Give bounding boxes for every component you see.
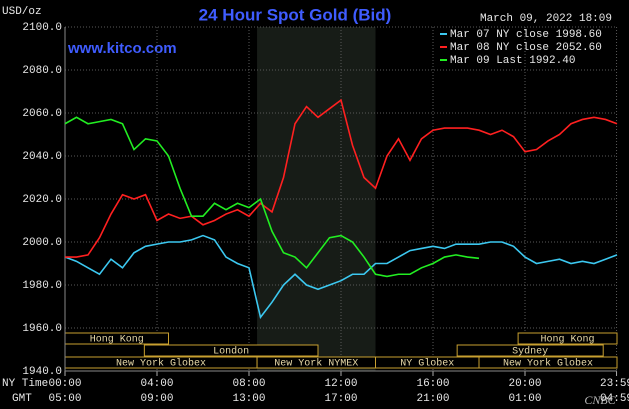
session-box — [456, 344, 604, 357]
x2-tick-label: 21:00 — [416, 393, 449, 405]
y-tick-label: 2100.0 — [22, 22, 62, 34]
x2-axis-label: GMT — [12, 393, 32, 405]
legend-label: Mar 09 Last 1992.40 — [450, 55, 575, 67]
y-tick-label: 1960.0 — [22, 323, 62, 335]
y-tick-label: 2020.0 — [22, 194, 62, 206]
y-axis-label: USD/oz — [2, 6, 42, 18]
x-tick-label: 23:59 — [600, 378, 629, 390]
session-label: London — [213, 346, 249, 358]
x-tick-label: 04:00 — [140, 378, 173, 390]
chart-title: 24 Hour Spot Gold (Bid) — [199, 5, 392, 24]
y-tick-label: 2000.0 — [22, 237, 62, 249]
y-tick-label: 2040.0 — [22, 151, 62, 163]
y-tick-label: 2080.0 — [22, 65, 62, 77]
y-tick-label: 1940.0 — [22, 366, 62, 378]
x-tick-label: 08:00 — [232, 378, 265, 390]
x-tick-label: 12:00 — [324, 378, 357, 390]
series-line — [64, 234, 618, 320]
x-tick-label: 16:00 — [416, 378, 449, 390]
x2-tick-label: 17:00 — [324, 393, 357, 405]
watermark: CNBC — [584, 393, 616, 407]
session-label: Sydney — [512, 346, 548, 358]
session-label: New York Globex — [116, 358, 206, 370]
x2-tick-label: 04:59 — [600, 393, 629, 405]
x2-tick-label: 01:00 — [508, 393, 541, 405]
timestamp: March 09, 2022 18:09 — [480, 13, 612, 25]
x2-tick-label: 05:00 — [48, 393, 81, 405]
session-box — [143, 344, 319, 357]
session-box — [517, 332, 618, 345]
legend-label: Mar 07 NY close 1998.60 — [450, 29, 602, 41]
session-label: New York Globex — [503, 358, 593, 370]
session-box — [478, 356, 618, 369]
x2-tick-label: 13:00 — [232, 393, 265, 405]
legend-label: Mar 08 NY close 2052.60 — [450, 42, 602, 54]
session-label: NY Globex — [400, 358, 454, 370]
x-tick-label: 00:00 — [48, 378, 81, 390]
subtitle: www.kitco.com — [67, 40, 177, 57]
x-tick-label: 20:00 — [508, 378, 541, 390]
x-axis-label: NY Time — [2, 378, 48, 390]
series-line — [65, 98, 618, 258]
session-label: Hong Kong — [541, 335, 595, 346]
session-label: New York NYMEX — [274, 358, 358, 370]
session-label: Hong Kong — [90, 335, 144, 346]
y-tick-label: 1980.0 — [22, 280, 62, 292]
session-shade — [257, 27, 376, 371]
y-tick-label: 2060.0 — [22, 108, 62, 120]
series-line — [64, 116, 480, 278]
x2-tick-label: 09:00 — [140, 393, 173, 405]
